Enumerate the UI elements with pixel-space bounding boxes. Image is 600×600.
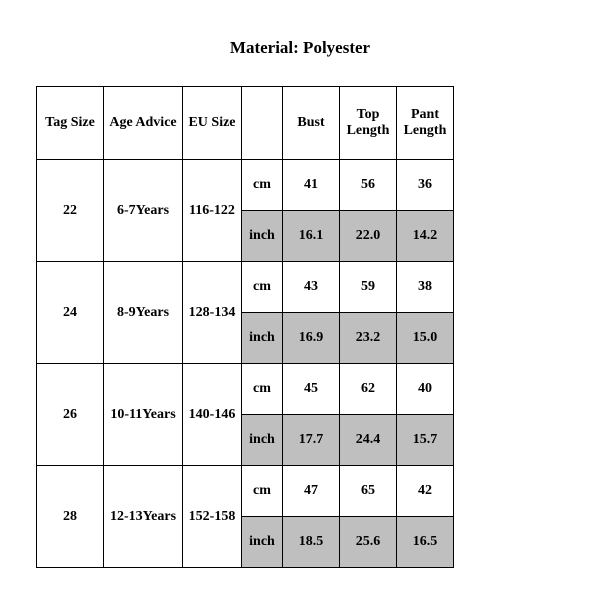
cell-pant-length: 36 (397, 160, 454, 211)
cell-top-length: 59 (340, 262, 397, 313)
cell-tag-size: 22 (37, 160, 104, 262)
cell-bust: 18.5 (283, 517, 340, 568)
cell-tag-size: 28 (37, 466, 104, 568)
cell-bust: 17.7 (283, 415, 340, 466)
cell-top-length: 24.4 (340, 415, 397, 466)
col-age-advice: Age Advice (104, 87, 183, 160)
cell-bust: 16.9 (283, 313, 340, 364)
cell-bust: 45 (283, 364, 340, 415)
cell-pant-length: 42 (397, 466, 454, 517)
cell-eu-size: 116-122 (183, 160, 242, 262)
cell-top-length: 56 (340, 160, 397, 211)
table-header-row: Tag Size Age Advice EU Size Bust Top Len… (37, 87, 454, 160)
cell-bust: 43 (283, 262, 340, 313)
cell-unit-inch: inch (242, 415, 283, 466)
col-tag-size: Tag Size (37, 87, 104, 160)
col-bust: Bust (283, 87, 340, 160)
cell-age-advice: 12-13Years (104, 466, 183, 568)
col-pant-length: Pant Length (397, 87, 454, 160)
cell-eu-size: 152-158 (183, 466, 242, 568)
cell-unit-cm: cm (242, 364, 283, 415)
cell-top-length: 62 (340, 364, 397, 415)
cell-unit-inch: inch (242, 313, 283, 364)
cell-pant-length: 15.7 (397, 415, 454, 466)
cell-age-advice: 10-11Years (104, 364, 183, 466)
cell-unit-inch: inch (242, 211, 283, 262)
cell-age-advice: 8-9Years (104, 262, 183, 364)
cell-bust: 16.1 (283, 211, 340, 262)
cell-top-length: 23.2 (340, 313, 397, 364)
cell-pant-length: 15.0 (397, 313, 454, 364)
cell-pant-length: 38 (397, 262, 454, 313)
table-row: 22 6-7Years 116-122 cm 41 56 36 (37, 160, 454, 211)
cell-unit-inch: inch (242, 517, 283, 568)
cell-top-length: 65 (340, 466, 397, 517)
cell-eu-size: 140-146 (183, 364, 242, 466)
table-row: 26 10-11Years 140-146 cm 45 62 40 (37, 364, 454, 415)
cell-pant-length: 14.2 (397, 211, 454, 262)
col-top-length: Top Length (340, 87, 397, 160)
cell-eu-size: 128-134 (183, 262, 242, 364)
page-title: Material: Polyester (0, 0, 600, 86)
cell-top-length: 22.0 (340, 211, 397, 262)
cell-tag-size: 24 (37, 262, 104, 364)
table-row: 24 8-9Years 128-134 cm 43 59 38 (37, 262, 454, 313)
size-table: Tag Size Age Advice EU Size Bust Top Len… (36, 86, 454, 568)
cell-unit-cm: cm (242, 160, 283, 211)
cell-top-length: 25.6 (340, 517, 397, 568)
col-unit (242, 87, 283, 160)
cell-bust: 41 (283, 160, 340, 211)
cell-unit-cm: cm (242, 262, 283, 313)
cell-unit-cm: cm (242, 466, 283, 517)
col-eu-size: EU Size (183, 87, 242, 160)
table-row: 28 12-13Years 152-158 cm 47 65 42 (37, 466, 454, 517)
cell-tag-size: 26 (37, 364, 104, 466)
cell-pant-length: 40 (397, 364, 454, 415)
cell-age-advice: 6-7Years (104, 160, 183, 262)
cell-bust: 47 (283, 466, 340, 517)
cell-pant-length: 16.5 (397, 517, 454, 568)
